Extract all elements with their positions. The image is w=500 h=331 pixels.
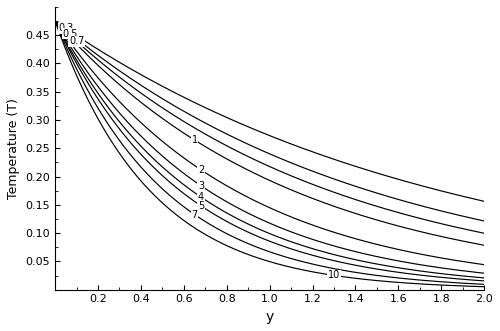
Text: 7: 7 xyxy=(192,210,198,220)
Text: 3: 3 xyxy=(198,181,204,191)
Text: 10: 10 xyxy=(328,270,340,280)
Text: 5: 5 xyxy=(198,201,204,211)
Text: 0.5: 0.5 xyxy=(62,28,78,39)
Text: 0.3: 0.3 xyxy=(58,24,74,33)
Text: 0.7: 0.7 xyxy=(69,36,84,46)
X-axis label: y: y xyxy=(266,310,274,324)
Text: 1: 1 xyxy=(192,135,198,145)
Text: 4: 4 xyxy=(198,192,204,202)
Text: 2: 2 xyxy=(198,165,204,175)
Y-axis label: Temperature (T): Temperature (T) xyxy=(7,98,20,199)
